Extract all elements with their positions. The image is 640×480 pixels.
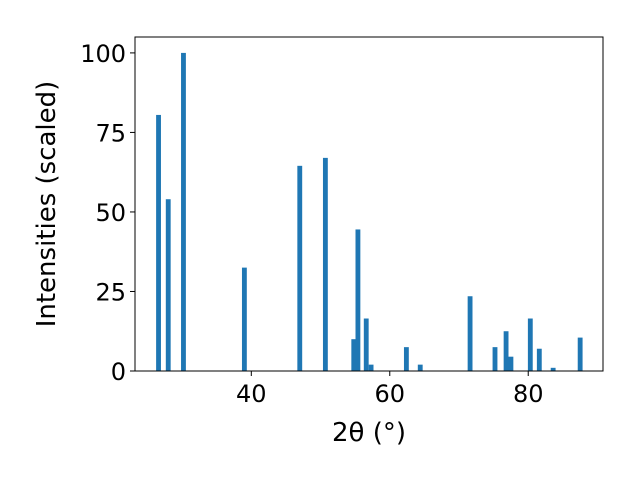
bar — [181, 52, 186, 372]
bar — [355, 229, 361, 371]
y-axis-ticks: 0 25 50 75 100 — [80, 40, 135, 386]
bar — [492, 347, 498, 371]
bar — [156, 114, 161, 371]
bar — [536, 348, 542, 371]
x-tick-label: 60 — [374, 380, 405, 408]
bar — [550, 367, 556, 371]
bar — [322, 157, 328, 371]
bar — [417, 364, 423, 371]
bar — [503, 331, 509, 371]
bar — [241, 267, 247, 371]
bar — [351, 339, 357, 371]
y-tick-label: 0 — [111, 358, 126, 386]
bar — [368, 364, 374, 371]
bar — [467, 296, 473, 371]
bar — [363, 318, 369, 371]
bar — [165, 199, 171, 371]
plot-frame — [134, 36, 604, 372]
bar-series — [156, 52, 583, 372]
bar — [508, 356, 514, 371]
y-tick-label: 75 — [95, 119, 126, 147]
bar — [297, 165, 303, 371]
x-tick-label: 80 — [513, 380, 544, 408]
y-axis-label: Intensities (scaled) — [32, 81, 62, 328]
x-tick-label: 40 — [236, 380, 267, 408]
y-tick-label: 25 — [95, 278, 126, 306]
y-tick-label: 50 — [95, 199, 126, 227]
bar — [403, 347, 409, 371]
x-axis-label: 2θ (°) — [332, 418, 406, 448]
x-axis-ticks: 40 60 80 — [236, 371, 544, 408]
bar — [527, 318, 533, 371]
y-tick-label: 100 — [80, 40, 126, 68]
bar — [577, 337, 583, 371]
